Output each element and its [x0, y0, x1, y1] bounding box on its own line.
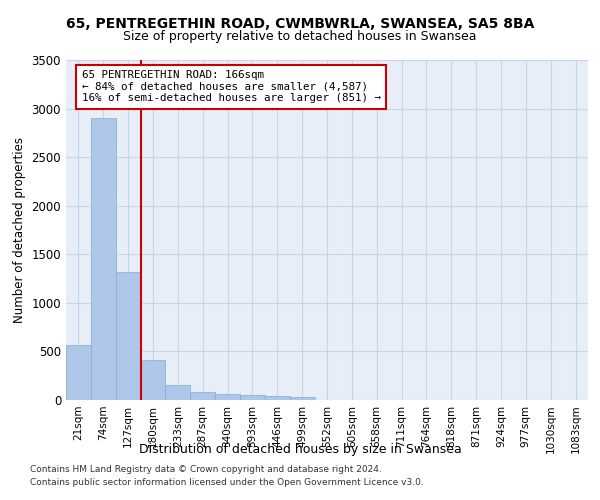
Text: Contains public sector information licensed under the Open Government Licence v3: Contains public sector information licen… — [30, 478, 424, 487]
Bar — [166, 385, 190, 400]
Text: Size of property relative to detached houses in Swansea: Size of property relative to detached ho… — [123, 30, 477, 43]
Bar — [190, 392, 215, 400]
Bar — [116, 272, 140, 400]
Bar — [290, 397, 314, 400]
Text: 65 PENTREGETHIN ROAD: 166sqm
← 84% of detached houses are smaller (4,587)
16% of: 65 PENTREGETHIN ROAD: 166sqm ← 84% of de… — [82, 70, 380, 103]
Text: Distribution of detached houses by size in Swansea: Distribution of detached houses by size … — [139, 442, 461, 456]
Bar — [66, 345, 91, 400]
Bar — [140, 360, 166, 400]
Text: 65, PENTREGETHIN ROAD, CWMBWRLA, SWANSEA, SA5 8BA: 65, PENTREGETHIN ROAD, CWMBWRLA, SWANSEA… — [66, 18, 534, 32]
Bar — [215, 394, 240, 400]
Bar — [91, 118, 116, 400]
Bar — [265, 396, 290, 400]
Bar — [240, 394, 265, 400]
Text: Contains HM Land Registry data © Crown copyright and database right 2024.: Contains HM Land Registry data © Crown c… — [30, 466, 382, 474]
Y-axis label: Number of detached properties: Number of detached properties — [13, 137, 26, 323]
